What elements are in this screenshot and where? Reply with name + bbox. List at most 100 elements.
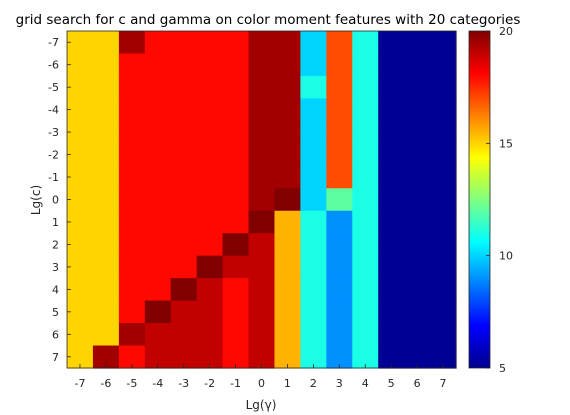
heatmap-cell [170, 75, 198, 99]
heatmap-cell [274, 143, 301, 167]
heatmap-cell [326, 300, 353, 324]
heatmap-cell [196, 278, 224, 302]
colorbar-tick-label: 20 [499, 25, 513, 38]
heatmap-cell [92, 143, 120, 167]
y-tick-label: 4 [52, 283, 59, 296]
heatmap-cell [326, 233, 353, 257]
heatmap-cell [300, 255, 327, 279]
heatmap-cell [118, 120, 146, 144]
heatmap-cell [300, 188, 327, 212]
heatmap-cell [170, 120, 198, 144]
heatmap-cell [170, 165, 198, 189]
y-tick-label: 1 [52, 216, 59, 229]
heatmap-cell [352, 345, 379, 369]
heatmap-cell [378, 98, 405, 122]
heatmap-cell [118, 98, 146, 122]
heatmap-cell [67, 143, 94, 167]
heatmap-cell [404, 345, 431, 369]
heatmap-cell [300, 53, 327, 77]
heatmap-cell [326, 165, 353, 189]
heatmap-cell [118, 75, 146, 99]
heatmap-cell [170, 31, 198, 55]
heatmap-cell [352, 75, 379, 99]
heatmap-cell [92, 323, 120, 347]
heatmap-cell [430, 210, 457, 234]
heatmap-cell [170, 323, 198, 347]
heatmap-cell [352, 210, 379, 234]
heatmap-cell [92, 300, 120, 324]
heatmap-cell [118, 165, 146, 189]
heatmap-cell [118, 255, 146, 279]
chart-title: grid search for c and gamma on color mom… [16, 12, 521, 28]
heatmap-cell [326, 345, 353, 369]
y-tick-label: 0 [52, 194, 59, 207]
heatmap-cell [300, 120, 327, 144]
heatmap-cell [170, 188, 198, 212]
heatmap-cell [196, 75, 224, 99]
heatmap-cell [170, 255, 198, 279]
heatmap-cell [430, 233, 457, 257]
heatmap-cell [248, 345, 276, 369]
heatmap-cell [378, 120, 405, 144]
heatmap-cell [144, 188, 172, 212]
heatmap-cell [430, 53, 457, 77]
heatmap-cell [352, 143, 379, 167]
colorbar-tick-label: 15 [499, 137, 513, 150]
heatmap-cell [222, 188, 250, 212]
x-tick-label: 0 [258, 377, 265, 390]
heatmap-cell [404, 323, 431, 347]
heatmap-cell [92, 165, 120, 189]
heatmap-cell [222, 143, 250, 167]
heatmap-cell [144, 120, 172, 144]
heatmap-cell [67, 75, 94, 99]
heatmap-cell [144, 323, 172, 347]
heatmap-cell [196, 120, 224, 144]
heatmap-cell [196, 31, 224, 55]
y-tick-label: 7 [52, 351, 59, 364]
heatmap-cell [326, 75, 353, 99]
heatmap-cell [326, 278, 353, 302]
heatmap-cell [274, 120, 301, 144]
heatmap-cell [352, 233, 379, 257]
heatmap-cell [222, 53, 250, 77]
heatmap-cell [274, 278, 301, 302]
heatmap-cell [378, 31, 405, 55]
heatmap-cell [352, 300, 379, 324]
heatmap-cell [352, 323, 379, 347]
heatmap-cell [67, 345, 94, 369]
heatmap-cell [430, 278, 457, 302]
heatmap-cell [430, 98, 457, 122]
heatmap-cell [430, 255, 457, 279]
heatmap-cell [274, 345, 301, 369]
heatmap-cell [404, 98, 431, 122]
heatmap-cell [196, 98, 224, 122]
heatmap-cell [222, 165, 250, 189]
heatmap-cell [300, 31, 327, 55]
heatmap-cell [300, 75, 327, 99]
heatmap-cell [378, 255, 405, 279]
heatmap-cell [92, 188, 120, 212]
heatmap-cell [274, 188, 301, 212]
heatmap-cell [67, 210, 94, 234]
heatmap-cell [196, 188, 224, 212]
heatmap-cell [274, 323, 301, 347]
heatmap-cell [300, 165, 327, 189]
x-tick-label: 5 [388, 377, 395, 390]
heatmap-cell [404, 165, 431, 189]
heatmap-cell [92, 75, 120, 99]
heatmap-cell [144, 165, 172, 189]
heatmap-cell [274, 98, 301, 122]
heatmap-cell [118, 300, 146, 324]
heatmap-cell [144, 75, 172, 99]
heatmap-cell [222, 323, 250, 347]
heatmap-cell [144, 300, 172, 324]
heatmap-cell [378, 53, 405, 77]
y-tick-label: -1 [48, 171, 59, 184]
heatmap-cell [196, 300, 224, 324]
heatmap-cell [248, 143, 276, 167]
heatmap-cell [118, 278, 146, 302]
heatmap-cell [92, 255, 120, 279]
colorbar [468, 30, 491, 369]
heatmap-cell [378, 75, 405, 99]
heatmap-cell [92, 210, 120, 234]
